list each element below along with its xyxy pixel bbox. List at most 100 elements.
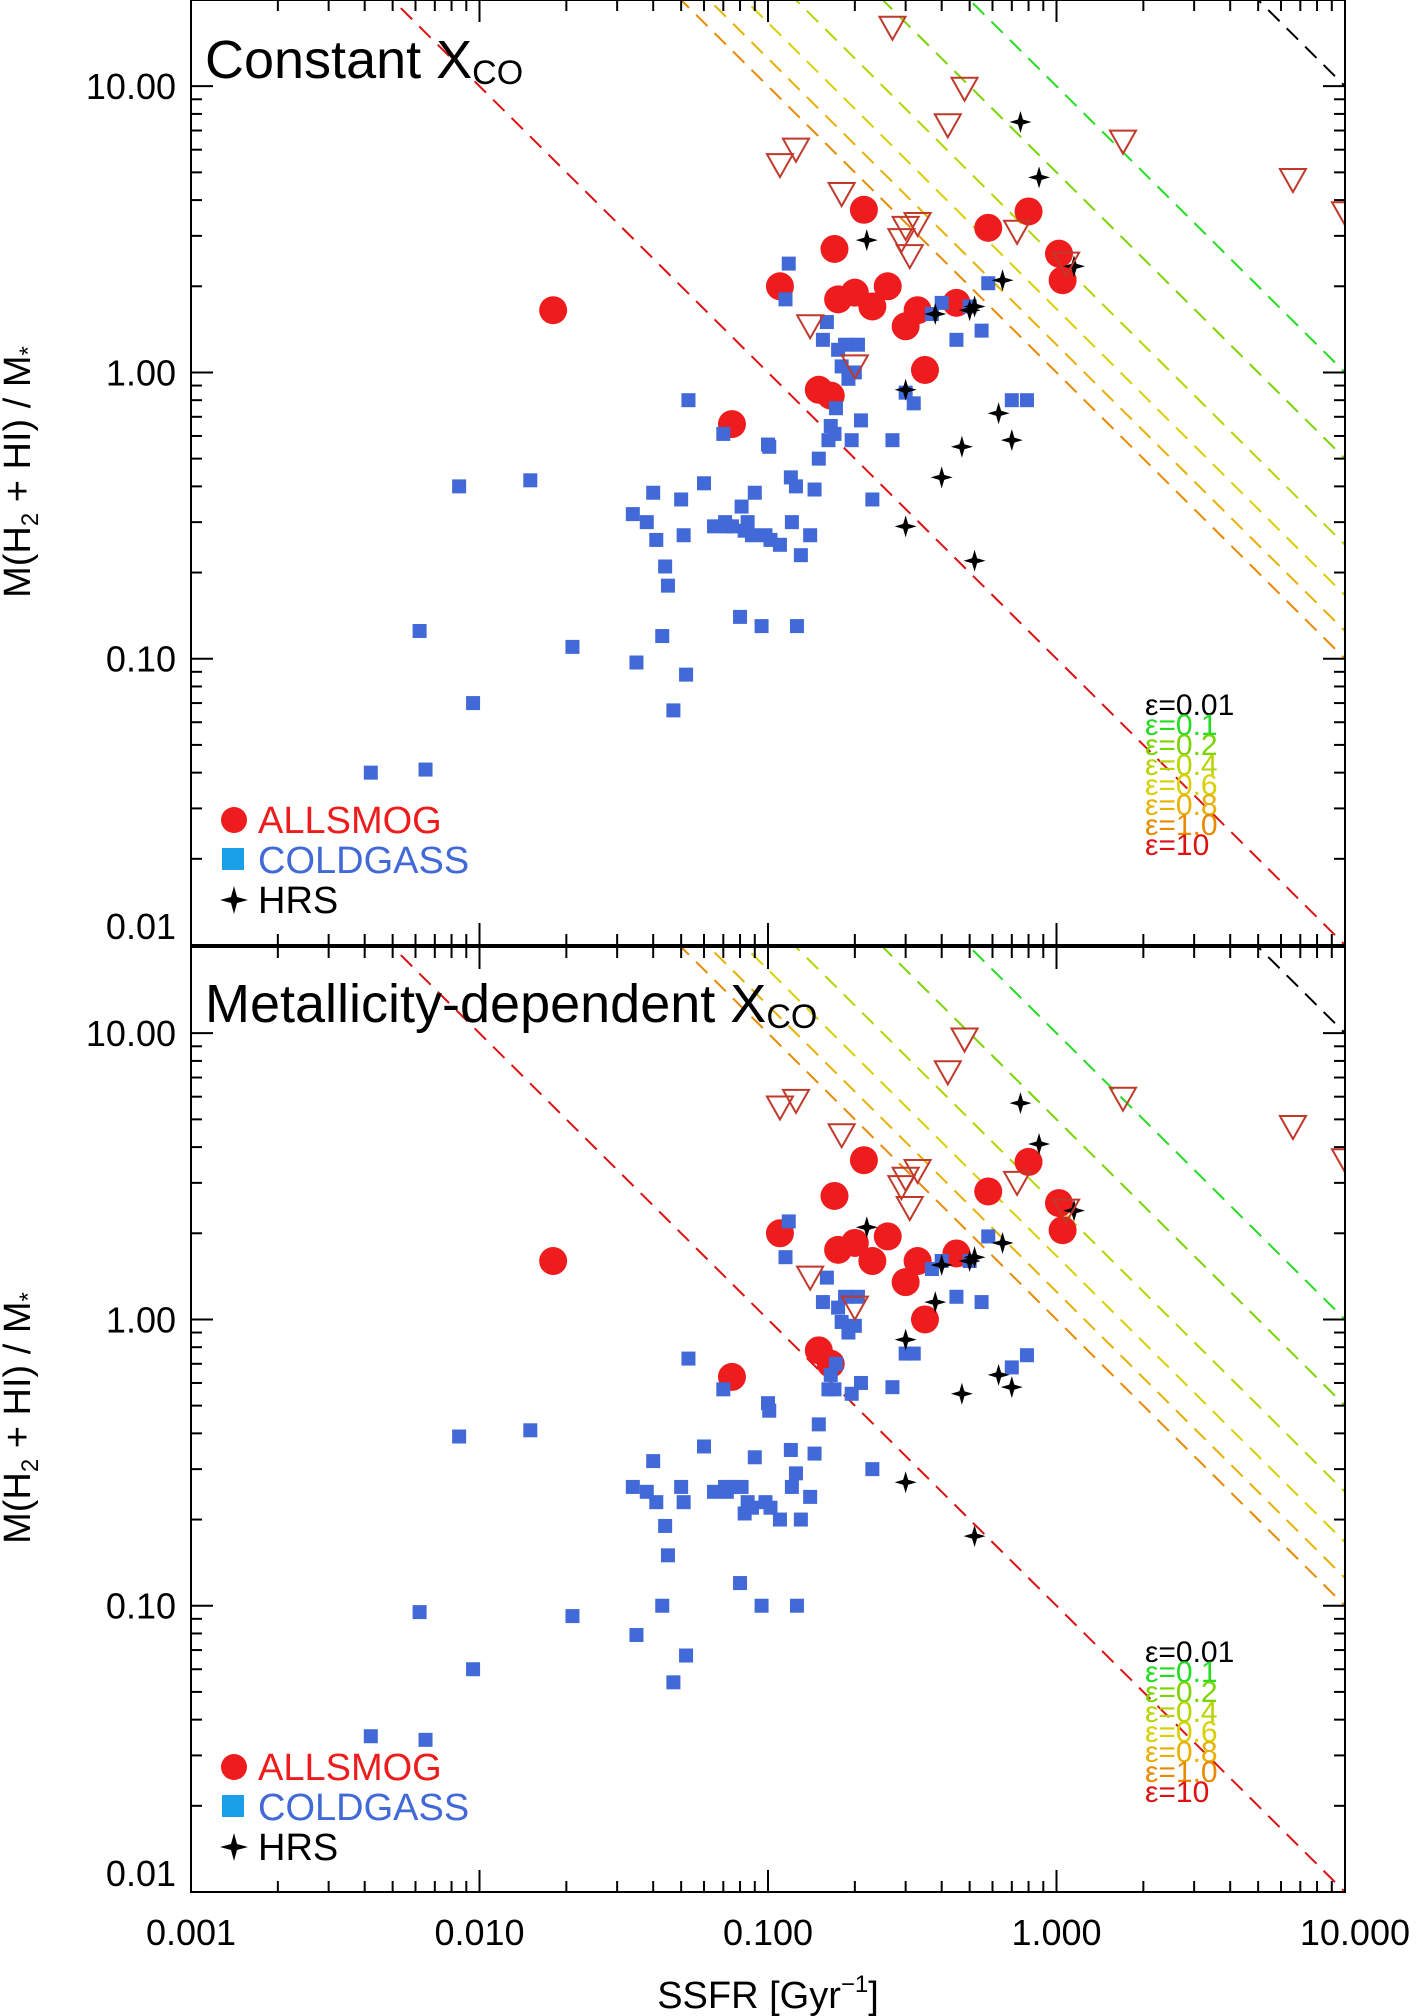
upper-limit-point xyxy=(1108,1086,1138,1113)
x-tick-label: 0.010 xyxy=(434,1912,524,1953)
efficiency-line xyxy=(794,947,1345,1494)
upper-limit-point xyxy=(895,1196,925,1223)
coldgass-point xyxy=(827,1382,842,1397)
coldgass-point xyxy=(412,623,427,638)
coldgass-point xyxy=(823,1367,838,1382)
coldgass-point xyxy=(674,492,689,507)
coldgass-point xyxy=(452,1429,467,1444)
x-tick-label: 1.000 xyxy=(1011,1912,1101,1953)
efficiency-legend-entry: ε=0.1 xyxy=(1145,1656,1218,1689)
y-tick-labels: 0.01 0.10 1.00 10.00 xyxy=(86,66,176,947)
coldgass-point xyxy=(949,1289,964,1304)
upper-limit-point xyxy=(781,137,811,164)
coldgass-point xyxy=(412,1605,427,1620)
axis-ticks xyxy=(190,0,1346,946)
y-tick-label: 1.00 xyxy=(106,352,176,393)
coldgass-point xyxy=(707,1484,722,1499)
hrs-point xyxy=(987,402,1010,425)
efficiency-legend-entry: ε=1.0 xyxy=(1145,809,1218,842)
coldgass-point xyxy=(828,401,843,416)
allsmog-point xyxy=(873,272,902,301)
coldgass-point xyxy=(1004,1360,1019,1375)
coldgass-point xyxy=(834,1314,849,1329)
coldgass-point xyxy=(789,619,804,634)
coldgass-point xyxy=(466,1662,481,1677)
upper-limit-point xyxy=(895,244,925,271)
x-tick-label: 0.001 xyxy=(146,1912,236,1953)
coldgass-point xyxy=(658,559,673,574)
allsmog-point xyxy=(903,296,932,325)
coldgass-point xyxy=(815,332,830,347)
allsmog-point xyxy=(1014,1147,1043,1176)
legend-hrs-label: HRS xyxy=(258,1827,338,1869)
y-tick-label: 0.10 xyxy=(106,639,176,680)
efficiency-legend-entry: ε=0.6 xyxy=(1145,1716,1218,1749)
efficiency-legend-entry: ε=1.0 xyxy=(1145,1756,1218,1789)
panel-title: Constant XCO xyxy=(205,30,523,92)
hrs-point xyxy=(894,1471,917,1494)
coldgass-point xyxy=(778,292,793,307)
allsmog-point xyxy=(1048,1216,1077,1245)
hrs-point xyxy=(963,1525,986,1548)
allsmog-point xyxy=(974,213,1003,242)
upper-limit-point xyxy=(1108,129,1138,156)
coldgass-point xyxy=(803,1489,818,1504)
axis-ticks xyxy=(190,946,1346,1893)
efficiency-legend-entry: ε=0.8 xyxy=(1145,1736,1218,1769)
coldgass-point xyxy=(803,528,818,543)
legend-hrs-label: HRS xyxy=(258,880,338,922)
upper-limit-point xyxy=(1278,168,1308,195)
coldgass-point xyxy=(676,1495,691,1510)
coldgass-point xyxy=(466,696,481,711)
coldgass-point xyxy=(811,451,826,466)
upper-limit-point xyxy=(795,1265,825,1292)
hrs-point xyxy=(930,1253,953,1276)
hrs-point xyxy=(958,299,981,322)
coldgass-point xyxy=(696,476,711,491)
coldgass-point xyxy=(772,1512,787,1527)
upper-limit-point xyxy=(826,182,857,209)
coldgass-point xyxy=(629,655,644,670)
allsmog-point xyxy=(1044,239,1073,268)
legend-hrs-icon xyxy=(220,886,248,914)
coldgass-point xyxy=(679,1648,694,1663)
coldgass-point xyxy=(763,1500,778,1515)
coldgass-point xyxy=(418,762,433,777)
efficiency-legend-entry: ε=0.4 xyxy=(1145,749,1218,782)
coldgass-point xyxy=(679,667,694,682)
y-tick-label: 0.01 xyxy=(106,1853,176,1894)
coldgass-point xyxy=(819,315,834,330)
coldgass-point xyxy=(1019,393,1034,408)
hrs-point xyxy=(950,435,973,458)
efficiency-line xyxy=(391,0,1345,945)
coldgass-point xyxy=(783,1442,798,1457)
coldgass-point xyxy=(807,482,822,497)
coldgass-point xyxy=(815,1295,830,1310)
coldgass-point xyxy=(793,1512,808,1527)
upper-limit-point xyxy=(933,1060,963,1087)
data-points xyxy=(363,15,1345,780)
efficiency-legend-entry: ε=0.2 xyxy=(1145,729,1218,762)
upper-limit-point xyxy=(949,76,980,103)
coldgass-point xyxy=(831,1300,846,1315)
coldgass-point xyxy=(744,528,759,543)
coldgass-point xyxy=(834,359,849,374)
y-axis-label-bottom: M(H2 + HI) / M* xyxy=(0,1292,44,1544)
legend-coldgass-icon xyxy=(222,848,244,870)
coldgass-point xyxy=(778,1250,793,1265)
x-axis-label: SSFR [Gyr−1] xyxy=(657,1971,879,2016)
coldgass-point xyxy=(734,499,749,514)
efficiency-legend-entry: ε=0.4 xyxy=(1145,1696,1218,1729)
hrs-point xyxy=(963,1246,986,1269)
coldgass-point xyxy=(865,492,880,507)
coldgass-point xyxy=(850,337,865,352)
allsmog-point xyxy=(849,1146,878,1175)
coldgass-point xyxy=(784,1479,799,1494)
hrs-point xyxy=(855,229,878,252)
upper-limit-point xyxy=(886,228,917,255)
allsmog-point xyxy=(539,1247,568,1276)
coldgass-point xyxy=(1019,1348,1034,1363)
